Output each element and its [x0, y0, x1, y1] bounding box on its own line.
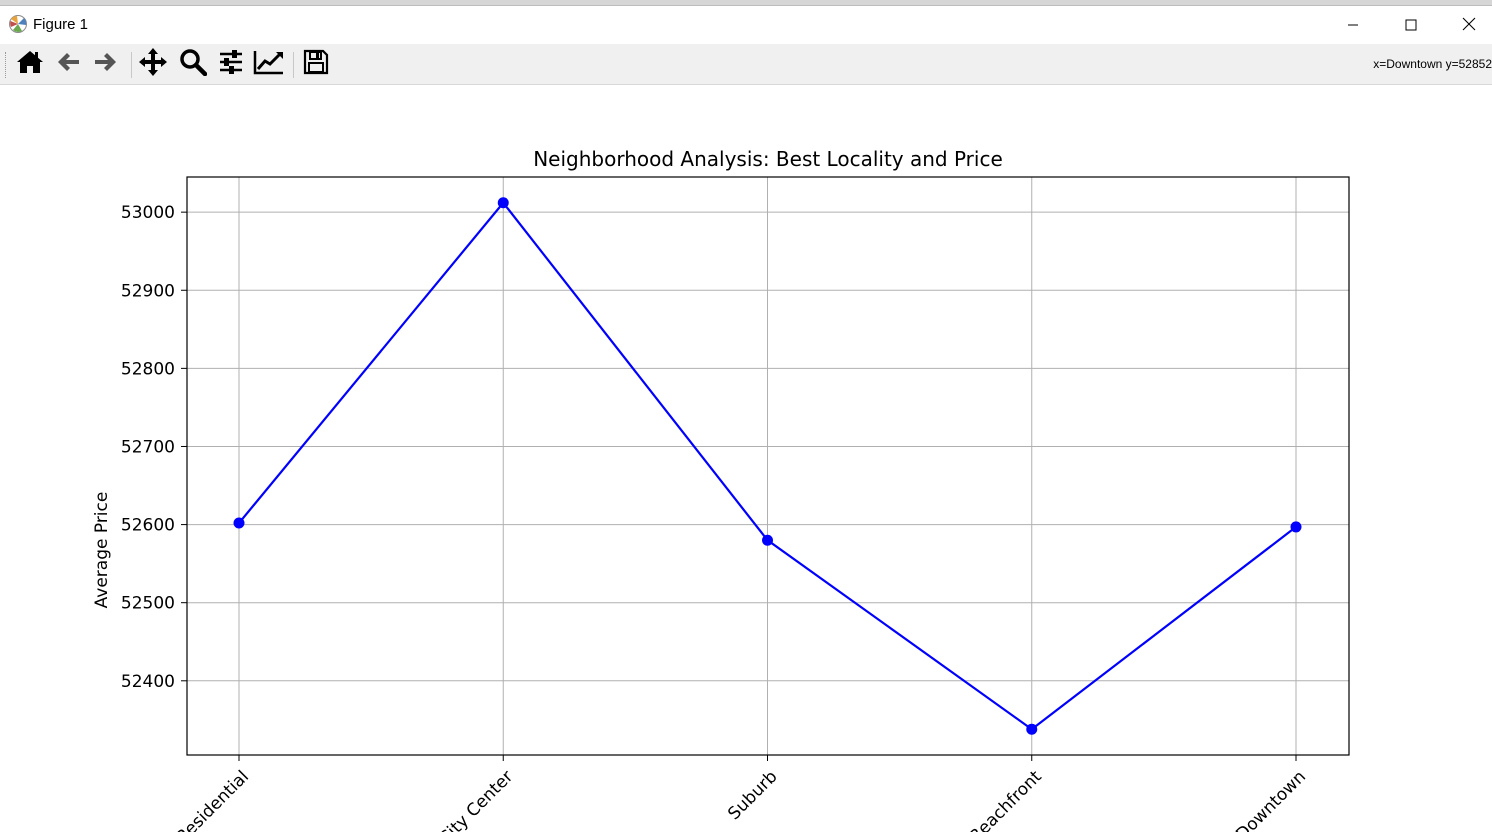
x-tick-label: Beachfront	[966, 767, 1046, 832]
toolbar-grip[interactable]	[5, 52, 8, 78]
back-button[interactable]	[51, 48, 85, 80]
axis-ticks: 52400 52500 52600 52700 52800 52900 53000 Resid…	[121, 203, 1310, 832]
y-tick-label: 52800	[121, 359, 175, 379]
pan-icon	[138, 47, 168, 81]
matplotlib-icon	[8, 14, 28, 34]
chart-title: Neighborhood Analysis: Best Locality and…	[533, 147, 1003, 171]
save-icon	[303, 49, 329, 79]
x-tick-label: Suburb	[724, 767, 781, 824]
data-point	[762, 534, 773, 546]
data-point	[497, 197, 509, 209]
save-button[interactable]	[299, 48, 333, 80]
window-title: Figure 1	[33, 16, 89, 33]
y-tick-label: 52700	[121, 437, 175, 457]
data-series	[233, 197, 1302, 735]
forward-arrow-icon	[93, 50, 119, 78]
toolbar-separator	[131, 52, 132, 78]
minimize-button[interactable]	[1324, 6, 1382, 44]
maximize-button[interactable]	[1382, 6, 1440, 44]
back-arrow-icon	[55, 50, 81, 78]
data-point	[1290, 521, 1302, 533]
toolbar-separator	[293, 52, 294, 78]
y-tick-label: 53000	[121, 203, 175, 223]
subplots-icon	[218, 49, 244, 79]
close-icon	[1462, 16, 1476, 35]
zoom-button[interactable]	[176, 48, 210, 80]
maximize-icon	[1405, 16, 1417, 35]
x-tick-label: Downtown	[1232, 767, 1310, 832]
minimize-icon	[1347, 16, 1359, 35]
cursor-coordinates: x=Downtown y=52852	[1373, 57, 1492, 71]
y-axis-label: Average Price	[92, 492, 112, 609]
window-top-border	[0, 0, 1492, 6]
y-tick-label: 52400	[121, 672, 175, 692]
data-point	[233, 517, 245, 529]
line-chart[interactable]: 52400 52500 52600 52700 52800 52900 53000 Resid…	[0, 85, 1492, 832]
pan-button[interactable]	[136, 48, 170, 80]
data-point	[1026, 723, 1038, 735]
x-tick-label: Residential	[173, 767, 253, 832]
title-bar[interactable]: Figure 1	[0, 6, 1492, 44]
subplots-button[interactable]	[214, 48, 248, 80]
grid	[187, 177, 1349, 755]
y-tick-label: 52900	[121, 281, 175, 301]
close-button[interactable]	[1440, 6, 1492, 44]
y-tick-label: 52600	[121, 516, 175, 536]
home-button[interactable]	[13, 48, 47, 80]
edit-curves-button[interactable]	[252, 48, 286, 80]
y-tick-label: 52500	[121, 594, 175, 614]
figure-canvas[interactable]: 52400 52500 52600 52700 52800 52900 53000 Resid…	[0, 85, 1492, 832]
zoom-icon	[179, 48, 208, 80]
x-tick-label: City Center	[435, 767, 517, 832]
edit-curves-icon	[253, 49, 285, 79]
home-icon	[16, 49, 44, 79]
forward-button[interactable]	[89, 48, 123, 80]
navigation-toolbar: x=Downtown y=52852	[0, 44, 1492, 85]
